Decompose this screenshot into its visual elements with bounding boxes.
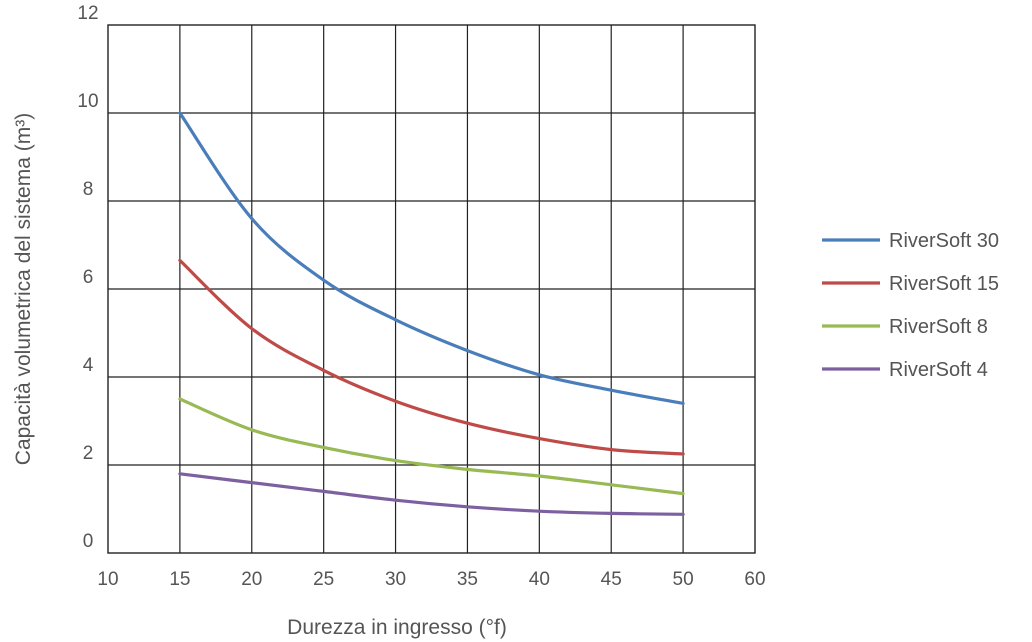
legend-label: RiverSoft 30 bbox=[889, 230, 999, 252]
y-tick-label: 10 bbox=[77, 91, 98, 112]
x-tick-label: 25 bbox=[313, 569, 334, 590]
y-tick-label: 4 bbox=[83, 355, 94, 376]
x-axis-ticks: 10 15 20 25 30 35 40 45 50 60 bbox=[97, 569, 765, 590]
y-tick-label: 6 bbox=[83, 267, 94, 288]
x-axis-title: Durezza in ingresso (°f) bbox=[287, 616, 507, 639]
x-tick-label: 15 bbox=[169, 569, 190, 590]
x-tick-label: 45 bbox=[601, 569, 622, 590]
x-tick-label: 50 bbox=[673, 569, 694, 590]
x-tick-label: 10 bbox=[97, 569, 118, 590]
x-tick-label: 20 bbox=[241, 569, 262, 590]
x-tick-label: 35 bbox=[457, 569, 478, 590]
y-tick-label: 0 bbox=[83, 531, 94, 552]
series-line-riversoft-8 bbox=[178, 397, 685, 496]
series-line-riversoft-4 bbox=[178, 472, 685, 516]
y-tick-label: 2 bbox=[83, 443, 94, 464]
y-axis-title: Capacità volumetrica del sistema (m³) bbox=[12, 113, 35, 465]
y-axis-ticks: 0 2 4 6 8 10 12 bbox=[77, 3, 98, 552]
legend: RiverSoft 30 RiverSoft 15 RiverSoft 8 River… bbox=[822, 230, 999, 381]
x-tick-label: 40 bbox=[529, 569, 550, 590]
legend-label: RiverSoft 8 bbox=[889, 316, 988, 338]
y-tick-label: 12 bbox=[77, 3, 98, 24]
y-tick-label: 8 bbox=[83, 179, 94, 200]
legend-label: RiverSoft 4 bbox=[889, 359, 988, 381]
legend-label: RiverSoft 15 bbox=[889, 273, 999, 295]
x-tick-label: 30 bbox=[385, 569, 406, 590]
series-line-riversoft-15 bbox=[178, 258, 685, 456]
series-lines bbox=[178, 111, 685, 516]
chart-grid bbox=[107, 24, 756, 554]
x-tick-label: 60 bbox=[744, 569, 765, 590]
series-line-riversoft-30 bbox=[178, 111, 685, 405]
